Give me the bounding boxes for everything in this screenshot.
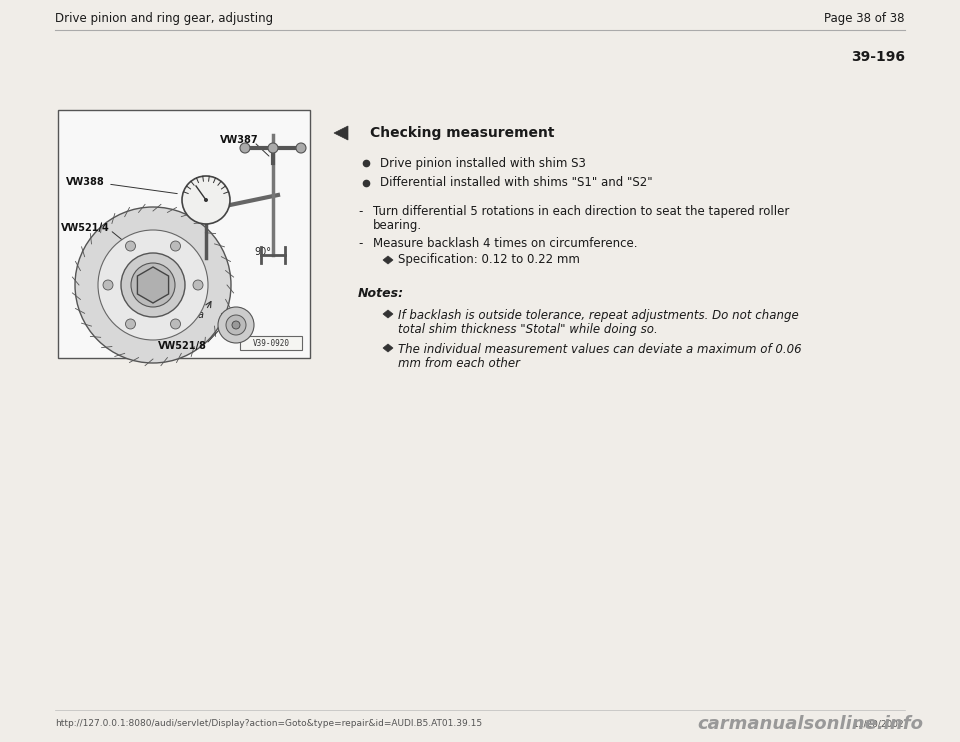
Circle shape <box>126 319 135 329</box>
Text: VW387: VW387 <box>220 135 258 145</box>
Circle shape <box>182 176 230 224</box>
Polygon shape <box>334 126 348 140</box>
Text: 90°: 90° <box>254 247 271 257</box>
Polygon shape <box>383 344 393 352</box>
Circle shape <box>204 198 208 202</box>
Polygon shape <box>383 310 393 318</box>
Circle shape <box>226 315 246 335</box>
Text: Notes:: Notes: <box>358 287 404 300</box>
Text: Page 38 of 38: Page 38 of 38 <box>825 12 905 25</box>
Polygon shape <box>137 267 169 303</box>
Polygon shape <box>383 256 393 264</box>
Circle shape <box>171 319 180 329</box>
Text: VW521/4: VW521/4 <box>61 223 109 233</box>
Text: The individual measurement values can deviate a maximum of 0.06: The individual measurement values can de… <box>398 343 802 356</box>
Circle shape <box>240 143 250 153</box>
Circle shape <box>121 253 185 317</box>
Text: Drive pinion and ring gear, adjusting: Drive pinion and ring gear, adjusting <box>55 12 274 25</box>
FancyBboxPatch shape <box>58 110 310 358</box>
Text: Specification: 0.12 to 0.22 mm: Specification: 0.12 to 0.22 mm <box>398 254 580 266</box>
Circle shape <box>98 230 208 340</box>
FancyBboxPatch shape <box>240 336 302 350</box>
Text: carmanualsonline.info: carmanualsonline.info <box>697 715 923 733</box>
Circle shape <box>131 263 175 307</box>
Text: Turn differential 5 rotations in each direction to seat the tapered roller: Turn differential 5 rotations in each di… <box>373 205 789 218</box>
Text: Drive pinion installed with shim S3: Drive pinion installed with shim S3 <box>380 157 586 169</box>
Circle shape <box>268 143 278 153</box>
Text: a: a <box>198 310 204 320</box>
Circle shape <box>296 143 306 153</box>
Circle shape <box>171 241 180 251</box>
Text: http://127.0.0.1:8080/audi/servlet/Display?action=Goto&type=repair&id=AUDI.B5.AT: http://127.0.0.1:8080/audi/servlet/Displ… <box>55 720 482 729</box>
Text: If backlash is outside tolerance, repeat adjustments. Do not change: If backlash is outside tolerance, repeat… <box>398 309 799 322</box>
Text: V39-0920: V39-0920 <box>252 338 290 347</box>
Circle shape <box>75 207 231 363</box>
Text: -: - <box>358 205 362 218</box>
Circle shape <box>103 280 113 290</box>
Text: VW388: VW388 <box>66 177 105 187</box>
Text: Checking measurement: Checking measurement <box>370 126 555 140</box>
Circle shape <box>193 280 203 290</box>
Text: total shim thickness "Stotal" while doing so.: total shim thickness "Stotal" while doin… <box>398 323 658 336</box>
Text: 11/20/2002: 11/20/2002 <box>853 720 905 729</box>
Circle shape <box>218 307 254 343</box>
Text: bearing.: bearing. <box>373 219 422 232</box>
Circle shape <box>232 321 240 329</box>
Text: Measure backlash 4 times on circumference.: Measure backlash 4 times on circumferenc… <box>373 237 637 250</box>
Text: Differential installed with shims "S1" and "S2": Differential installed with shims "S1" a… <box>380 177 653 189</box>
Text: mm from each other: mm from each other <box>398 357 520 370</box>
Text: 39-196: 39-196 <box>851 50 905 64</box>
Text: VW521/8: VW521/8 <box>158 341 206 351</box>
Text: -: - <box>358 237 362 250</box>
Circle shape <box>126 241 135 251</box>
